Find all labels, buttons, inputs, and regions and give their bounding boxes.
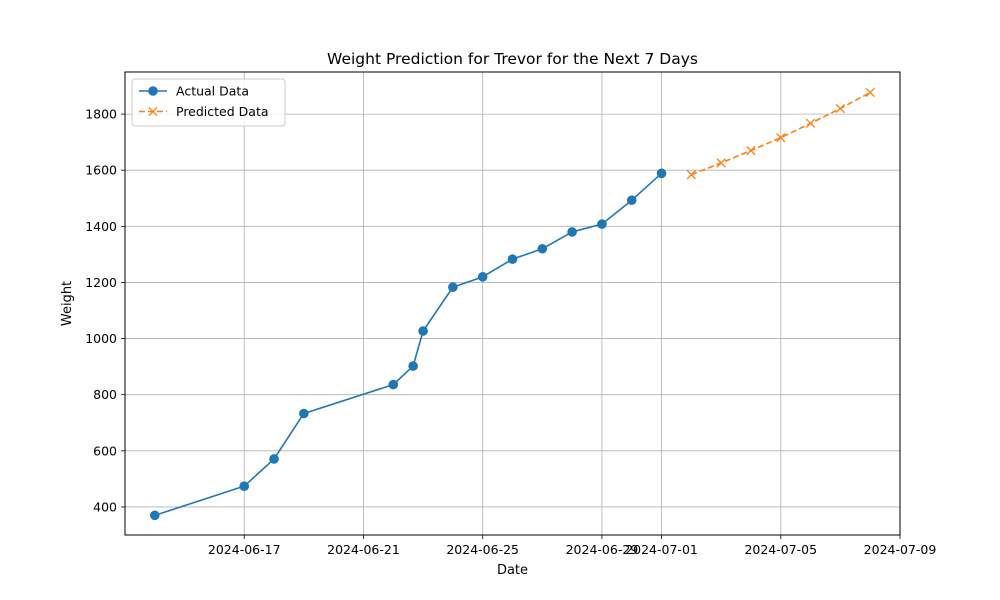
data-point (388, 379, 399, 390)
legend-item: Actual Data (139, 84, 249, 99)
legend-label: Actual Data (176, 84, 249, 99)
x-tick-label: 2024-06-17 (208, 542, 281, 557)
legend-marker (148, 86, 158, 96)
x-axis-title: Date (497, 563, 528, 578)
data-point (269, 454, 279, 464)
data-point (597, 219, 607, 229)
data-point (408, 361, 418, 371)
gridlines (125, 72, 901, 535)
data-point (626, 195, 637, 206)
data-point (835, 103, 846, 114)
x-tick-label: 2024-06-25 (446, 542, 519, 557)
data-point (805, 118, 816, 129)
data-point (567, 227, 577, 237)
legend-marker (148, 106, 158, 117)
y-tick-label: 1800 (85, 107, 117, 122)
legend-label: Predicted Data (176, 104, 269, 119)
data-point (716, 158, 726, 168)
data-point (477, 272, 488, 282)
legend-item: Predicted Data (139, 104, 269, 119)
y-tick-label: 1200 (85, 275, 117, 290)
y-tick-label: 600 (93, 443, 117, 458)
data-point (299, 408, 309, 419)
y-axis-title: Weight (60, 281, 75, 326)
y-tick-label: 1600 (85, 163, 117, 178)
data-point (537, 243, 548, 254)
x-axis: 2024-06-17 2024-06-21 2024-06-25 2024-06-29… (208, 535, 936, 557)
series-actual-data (150, 168, 667, 521)
chart-title: Weight Prediction for Trevor for the Nex… (327, 50, 698, 68)
x-tick-label: 2024-07-05 (744, 542, 817, 557)
plot-frame (124, 71, 901, 536)
x-tick-label: 2024-07-09 (864, 542, 937, 557)
data-point (686, 170, 697, 180)
data-point (507, 254, 518, 264)
legend: Actual Data Predicted Data (131, 78, 286, 127)
x-tick-label: 2024-07-01 (625, 542, 698, 557)
legend-frame (131, 78, 286, 127)
series-predicted-data (686, 87, 875, 180)
y-tick-label: 400 (93, 499, 117, 514)
y-axis: 400 600 800 1000 1200 1400 1600 1800 (85, 107, 125, 514)
x-tick-label: 2024-06-21 (327, 542, 400, 557)
x-tick-label: 2024-06-29 (566, 542, 639, 557)
y-tick-label: 1400 (85, 219, 117, 234)
data-point (656, 168, 667, 179)
y-tick-label: 1000 (85, 331, 117, 346)
data-point (418, 326, 428, 336)
series-layer (150, 87, 875, 521)
data-point (448, 282, 458, 293)
data-point (746, 145, 756, 156)
data-point (239, 481, 250, 491)
data-point (776, 133, 786, 143)
data-point (865, 87, 875, 98)
y-tick-label: 800 (93, 387, 117, 402)
data-point (150, 510, 160, 521)
